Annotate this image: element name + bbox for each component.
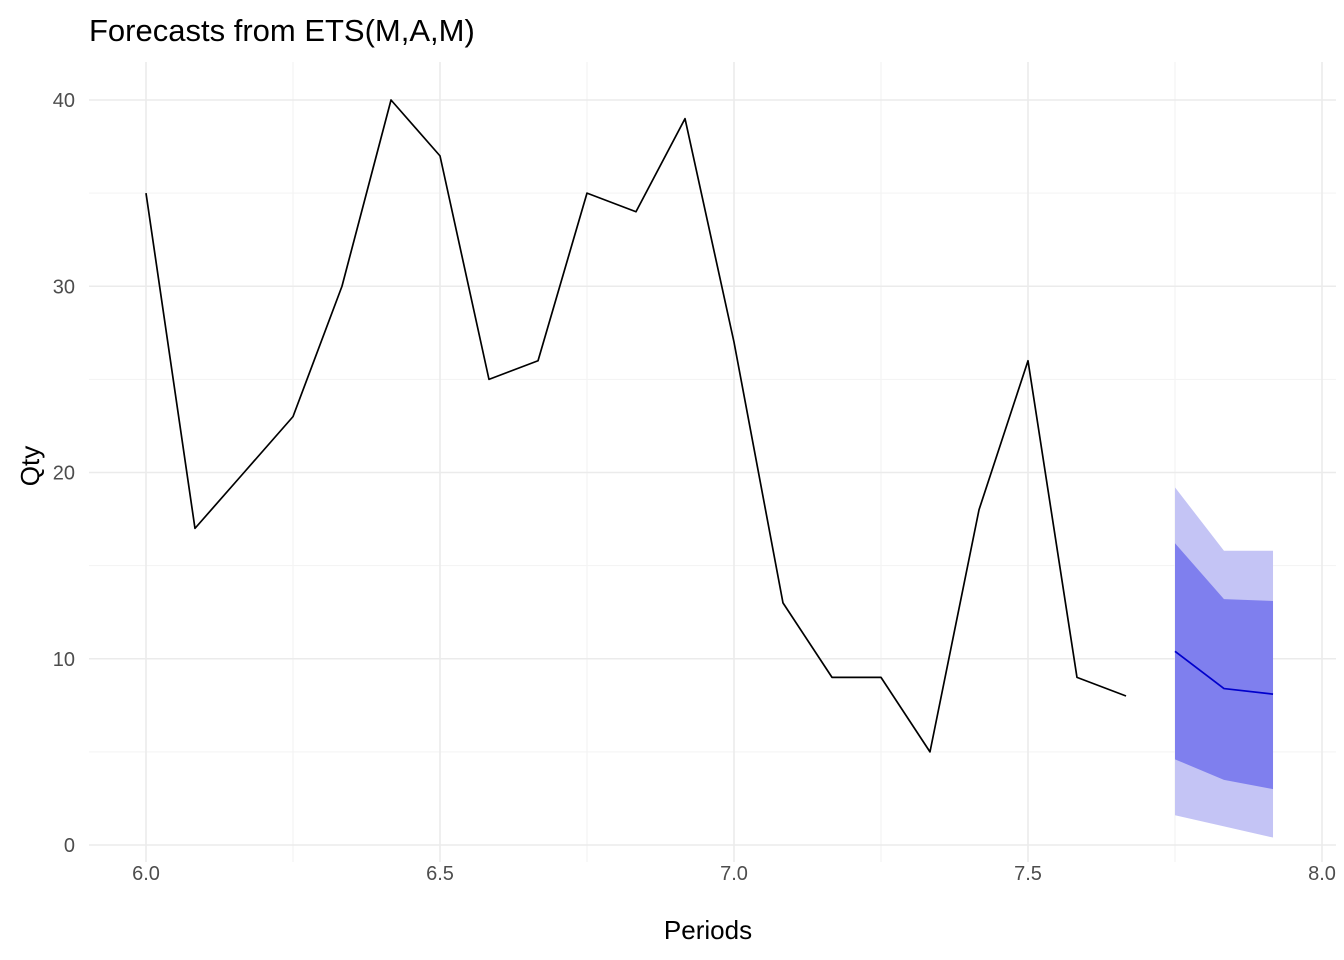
tick-labels: 6.0 6.5 7.0 7.5 8.0 0 10 20 30 40 xyxy=(53,90,1336,885)
forecast-line xyxy=(1174,650,1274,695)
observed-line xyxy=(145,99,1127,753)
x-tick-label: 8.0 xyxy=(1308,863,1336,885)
x-tick-label: 7.0 xyxy=(720,863,748,885)
interval-band-80 xyxy=(1175,543,1274,790)
y-tick-label: 40 xyxy=(53,90,75,112)
y-tick-label: 20 xyxy=(53,463,75,485)
y-axis-title: Qty xyxy=(15,446,45,486)
grid xyxy=(89,62,1336,862)
x-tick-label: 6.5 xyxy=(426,863,454,885)
x-axis-title: Periods xyxy=(664,915,752,945)
y-tick-label: 30 xyxy=(53,276,75,298)
chart-title: Forecasts from ETS(M,A,M) xyxy=(89,13,475,48)
series-lines xyxy=(145,99,1274,753)
y-tick-label: 10 xyxy=(53,649,75,671)
y-tick-label: 0 xyxy=(64,835,75,857)
prediction-intervals xyxy=(1175,487,1274,838)
x-tick-label: 6.0 xyxy=(132,863,160,885)
x-tick-label: 7.5 xyxy=(1014,863,1042,885)
